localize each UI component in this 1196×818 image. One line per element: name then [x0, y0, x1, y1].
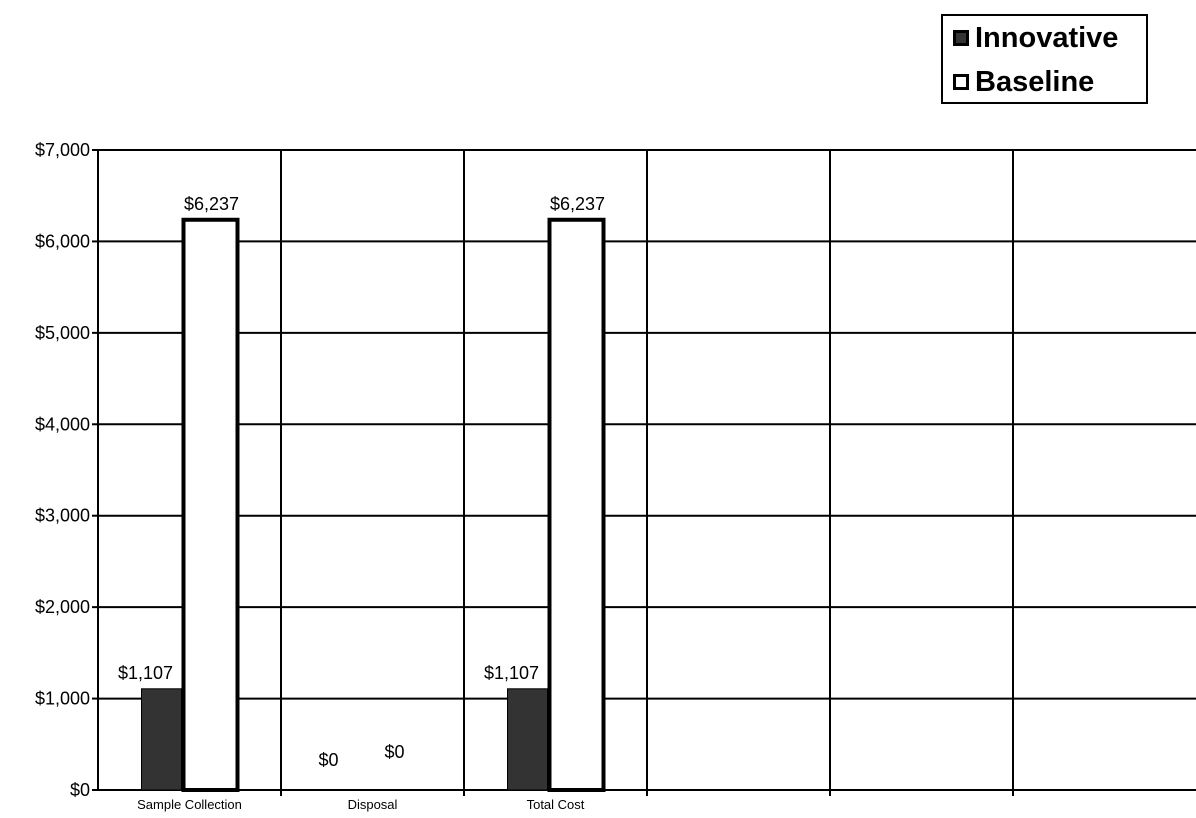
y-tick-label: $6,000 — [35, 231, 90, 251]
data-label-baseline: $0 — [384, 742, 404, 762]
y-tick-label: $0 — [70, 780, 90, 800]
x-tick-label: Disposal — [348, 797, 398, 812]
y-tick-labels: $0 $1,000 $2,000 $3,000 $4,000 $5,000 $6,000 $7… — [35, 140, 90, 800]
axes — [92, 149, 1196, 791]
legend-label-baseline: Baseline — [975, 65, 1095, 98]
legend-label-innovative: Innovative — [975, 21, 1119, 54]
y-tick-label: $7,000 — [35, 140, 90, 160]
legend-swatch-innovative — [953, 30, 969, 46]
y-tick-label: $5,000 — [35, 323, 90, 343]
x-tick-labels: Sample Collection Disposal Total Cost — [137, 797, 585, 812]
bars — [141, 217, 606, 792]
y-tick-label: $3,000 — [35, 506, 90, 526]
legend-item-baseline: Baseline — [953, 64, 1094, 100]
legend-swatch-baseline — [953, 74, 969, 90]
bar-baseline — [547, 217, 606, 792]
data-label-innovative: $1,107 — [118, 663, 173, 683]
x-tick-label: Sample Collection — [137, 797, 242, 812]
y-tick-label: $2,000 — [35, 597, 90, 617]
data-label-baseline: $6,237 — [550, 194, 605, 214]
x-tick-label: Total Cost — [527, 797, 585, 812]
grid — [98, 149, 1196, 796]
bar-innovative — [507, 688, 548, 791]
data-label-baseline: $6,237 — [184, 194, 239, 214]
y-tick-label: $1,000 — [35, 689, 90, 709]
bar-innovative — [141, 688, 182, 791]
data-label-innovative: $1,107 — [484, 663, 539, 683]
legend: Innovative Baseline — [941, 14, 1148, 104]
data-label-innovative: $0 — [318, 750, 338, 770]
bar-baseline — [181, 217, 240, 792]
legend-item-innovative: Innovative — [953, 20, 1118, 56]
y-tick-label: $4,000 — [35, 414, 90, 434]
data-labels: $1,107 $6,237 $0 $0 $1,107 $6,237 — [118, 194, 605, 770]
